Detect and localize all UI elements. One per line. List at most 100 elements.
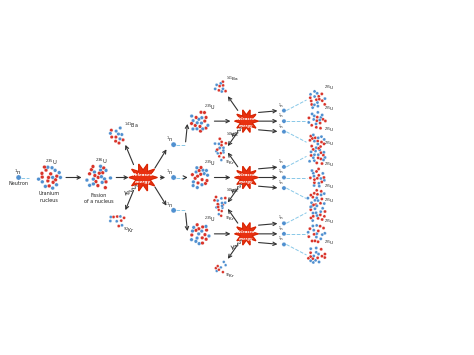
Circle shape [103, 186, 107, 190]
Circle shape [323, 252, 327, 256]
Circle shape [198, 125, 202, 128]
Circle shape [282, 186, 286, 190]
Circle shape [306, 197, 310, 200]
Circle shape [221, 84, 225, 87]
Circle shape [55, 183, 58, 187]
Circle shape [219, 146, 221, 149]
Circle shape [320, 141, 323, 144]
Circle shape [204, 116, 208, 119]
Circle shape [308, 160, 311, 163]
Circle shape [320, 180, 323, 184]
Circle shape [222, 156, 225, 159]
Circle shape [315, 126, 318, 129]
Circle shape [121, 138, 125, 142]
Circle shape [317, 156, 320, 159]
Circle shape [46, 179, 50, 183]
Circle shape [224, 89, 227, 93]
Text: energy: energy [135, 180, 151, 184]
Circle shape [322, 226, 325, 230]
Circle shape [196, 181, 200, 185]
Text: $^{92}$Kr: $^{92}$Kr [123, 225, 135, 235]
Circle shape [199, 129, 202, 133]
Circle shape [309, 247, 312, 250]
Text: $^{235}$U: $^{235}$U [324, 161, 335, 170]
Circle shape [117, 141, 121, 145]
Circle shape [206, 124, 210, 127]
Circle shape [310, 193, 312, 197]
Circle shape [119, 215, 122, 218]
Circle shape [109, 219, 112, 223]
Circle shape [316, 142, 319, 146]
Circle shape [320, 92, 323, 95]
Circle shape [282, 119, 286, 123]
Circle shape [324, 119, 327, 122]
Circle shape [310, 99, 313, 103]
Circle shape [310, 113, 314, 115]
Text: $^{1}$n: $^{1}$n [13, 167, 21, 176]
Circle shape [315, 211, 318, 214]
Text: $^{1}$n: $^{1}$n [278, 179, 284, 188]
Circle shape [103, 177, 106, 181]
Circle shape [282, 109, 286, 113]
Text: $^{92}$Kr: $^{92}$Kr [225, 215, 236, 224]
Circle shape [282, 221, 286, 225]
Circle shape [310, 204, 314, 207]
Circle shape [312, 184, 316, 187]
Circle shape [322, 151, 326, 154]
Circle shape [220, 144, 223, 147]
Circle shape [312, 255, 315, 257]
Circle shape [117, 224, 120, 228]
Circle shape [313, 103, 316, 106]
Circle shape [310, 239, 314, 242]
Polygon shape [235, 166, 258, 189]
Text: $^{236}$U: $^{236}$U [94, 157, 107, 166]
Circle shape [317, 217, 319, 220]
Circle shape [216, 148, 219, 151]
Circle shape [190, 238, 193, 241]
Text: of a nucleus: of a nucleus [83, 199, 113, 204]
Circle shape [315, 146, 318, 149]
Text: $^{1}$n: $^{1}$n [166, 168, 173, 177]
Circle shape [316, 140, 319, 143]
Circle shape [59, 176, 62, 179]
Circle shape [313, 114, 316, 118]
Circle shape [171, 142, 176, 147]
Circle shape [224, 142, 228, 145]
Circle shape [307, 257, 310, 260]
Circle shape [323, 256, 326, 259]
Circle shape [55, 174, 59, 178]
Text: $^{235}$U: $^{235}$U [324, 126, 335, 135]
Text: energy: energy [239, 180, 254, 184]
Text: $^{235}$U: $^{235}$U [324, 140, 335, 149]
Circle shape [57, 171, 61, 174]
Text: $^{1}$n: $^{1}$n [278, 224, 284, 234]
Circle shape [191, 184, 195, 187]
Circle shape [320, 197, 323, 201]
Circle shape [190, 122, 193, 125]
Circle shape [282, 232, 286, 236]
Circle shape [323, 138, 326, 141]
Circle shape [171, 175, 176, 180]
Circle shape [310, 124, 313, 127]
Circle shape [197, 242, 201, 245]
Circle shape [195, 127, 199, 131]
Circle shape [307, 121, 310, 124]
Circle shape [307, 116, 310, 119]
Circle shape [314, 136, 317, 139]
Circle shape [322, 158, 325, 162]
Circle shape [204, 182, 207, 185]
Circle shape [47, 176, 50, 179]
Circle shape [194, 116, 198, 119]
Circle shape [201, 236, 204, 240]
Circle shape [309, 96, 312, 99]
Circle shape [196, 174, 200, 178]
Circle shape [321, 99, 324, 102]
Circle shape [317, 229, 320, 233]
Circle shape [316, 256, 319, 260]
Circle shape [190, 233, 193, 237]
Circle shape [312, 261, 315, 264]
Circle shape [104, 180, 108, 184]
Circle shape [88, 184, 91, 187]
Circle shape [310, 151, 313, 153]
Circle shape [44, 185, 47, 188]
